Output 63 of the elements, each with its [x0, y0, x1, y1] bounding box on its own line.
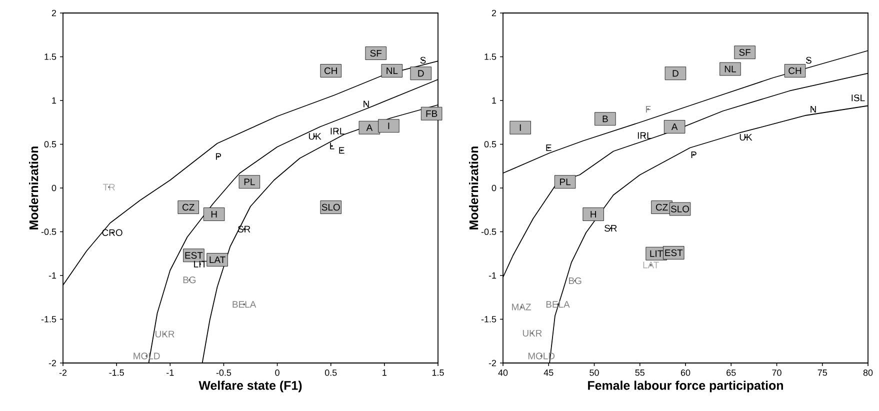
- data-label: IRL: [330, 128, 344, 134]
- x-tick-label: 50: [590, 370, 599, 376]
- x-tick-label: 45: [544, 370, 554, 376]
- data-label: TR: [102, 184, 115, 190]
- x-tick-label: -2: [59, 370, 67, 376]
- data-label: E: [339, 147, 344, 154]
- x-tick-label: -1.5: [109, 370, 124, 376]
- x-axis-title: Female labour force participation: [588, 380, 783, 392]
- y-axis-title: Modernization: [29, 146, 38, 230]
- data-label: BELA: [232, 301, 256, 308]
- y-tick-label: 1.5: [44, 54, 56, 60]
- x-tick-label: 70: [772, 370, 782, 376]
- data-label: N: [364, 100, 369, 108]
- y-tick-label: -0.5: [41, 228, 56, 235]
- x-tick-label: 1.5: [432, 370, 444, 376]
- data-label: BG: [183, 276, 196, 284]
- y-tick-label: -1.5: [41, 316, 56, 322]
- y-tick-label: -2: [488, 360, 496, 366]
- y-tick-label: 0: [492, 184, 496, 192]
- x-tick-label: 60: [680, 370, 690, 376]
- data-label: BG: [569, 277, 582, 284]
- data-label: P: [691, 151, 696, 158]
- x-tick-label: 75: [818, 370, 827, 376]
- data-label: E: [546, 144, 552, 152]
- y-tick-label: 0.5: [44, 141, 56, 148]
- x-tick-label: 65: [726, 370, 736, 376]
- data-label: S: [420, 56, 426, 64]
- y-tick-label: 0: [52, 184, 56, 192]
- data-label: UKR: [522, 330, 542, 337]
- x-axis-title: Welfare state (F1): [198, 380, 302, 392]
- data-label: UK: [740, 134, 752, 141]
- data-label: CRO: [102, 229, 122, 236]
- y-tick-label: -2: [48, 360, 56, 366]
- y-tick-label: -1.5: [481, 316, 496, 322]
- y-tick-label: 2: [492, 10, 496, 16]
- y-tick-label: 1.5: [484, 54, 496, 60]
- data-label: L: [330, 142, 334, 150]
- data-label: F: [646, 106, 651, 113]
- y-tick-label: -1: [48, 272, 56, 279]
- x-tick-label: 0: [275, 370, 280, 376]
- data-label: LAT: [643, 262, 659, 268]
- data-label: UK: [308, 133, 322, 140]
- x-tick-label: 80: [863, 370, 873, 376]
- x-tick-label: 0.5: [324, 370, 337, 376]
- y-tick-label: 1: [492, 97, 496, 104]
- data-label: MAZ: [512, 304, 531, 310]
- y-axis-title: Modernization: [469, 146, 478, 230]
- data-label: SR: [604, 224, 617, 232]
- y-tick-label: 2: [52, 10, 56, 16]
- y-tick-label: -1: [488, 272, 496, 279]
- data-label: UKR: [156, 330, 174, 338]
- data-label: S: [806, 56, 812, 64]
- data-label: ISL: [852, 94, 865, 102]
- x-tick-label: 55: [635, 370, 644, 376]
- data-label: P: [216, 153, 222, 160]
- y-tick-label: 1: [52, 97, 56, 104]
- x-tick-label: -0.5: [216, 370, 232, 376]
- y-tick-label: 0.5: [484, 141, 496, 148]
- data-label: N: [810, 106, 816, 113]
- y-tick-label: -0.5: [481, 228, 496, 235]
- x-tick-label: 40: [498, 370, 508, 376]
- x-tick-label: 1: [382, 370, 386, 376]
- x-tick-label: -1: [166, 370, 174, 376]
